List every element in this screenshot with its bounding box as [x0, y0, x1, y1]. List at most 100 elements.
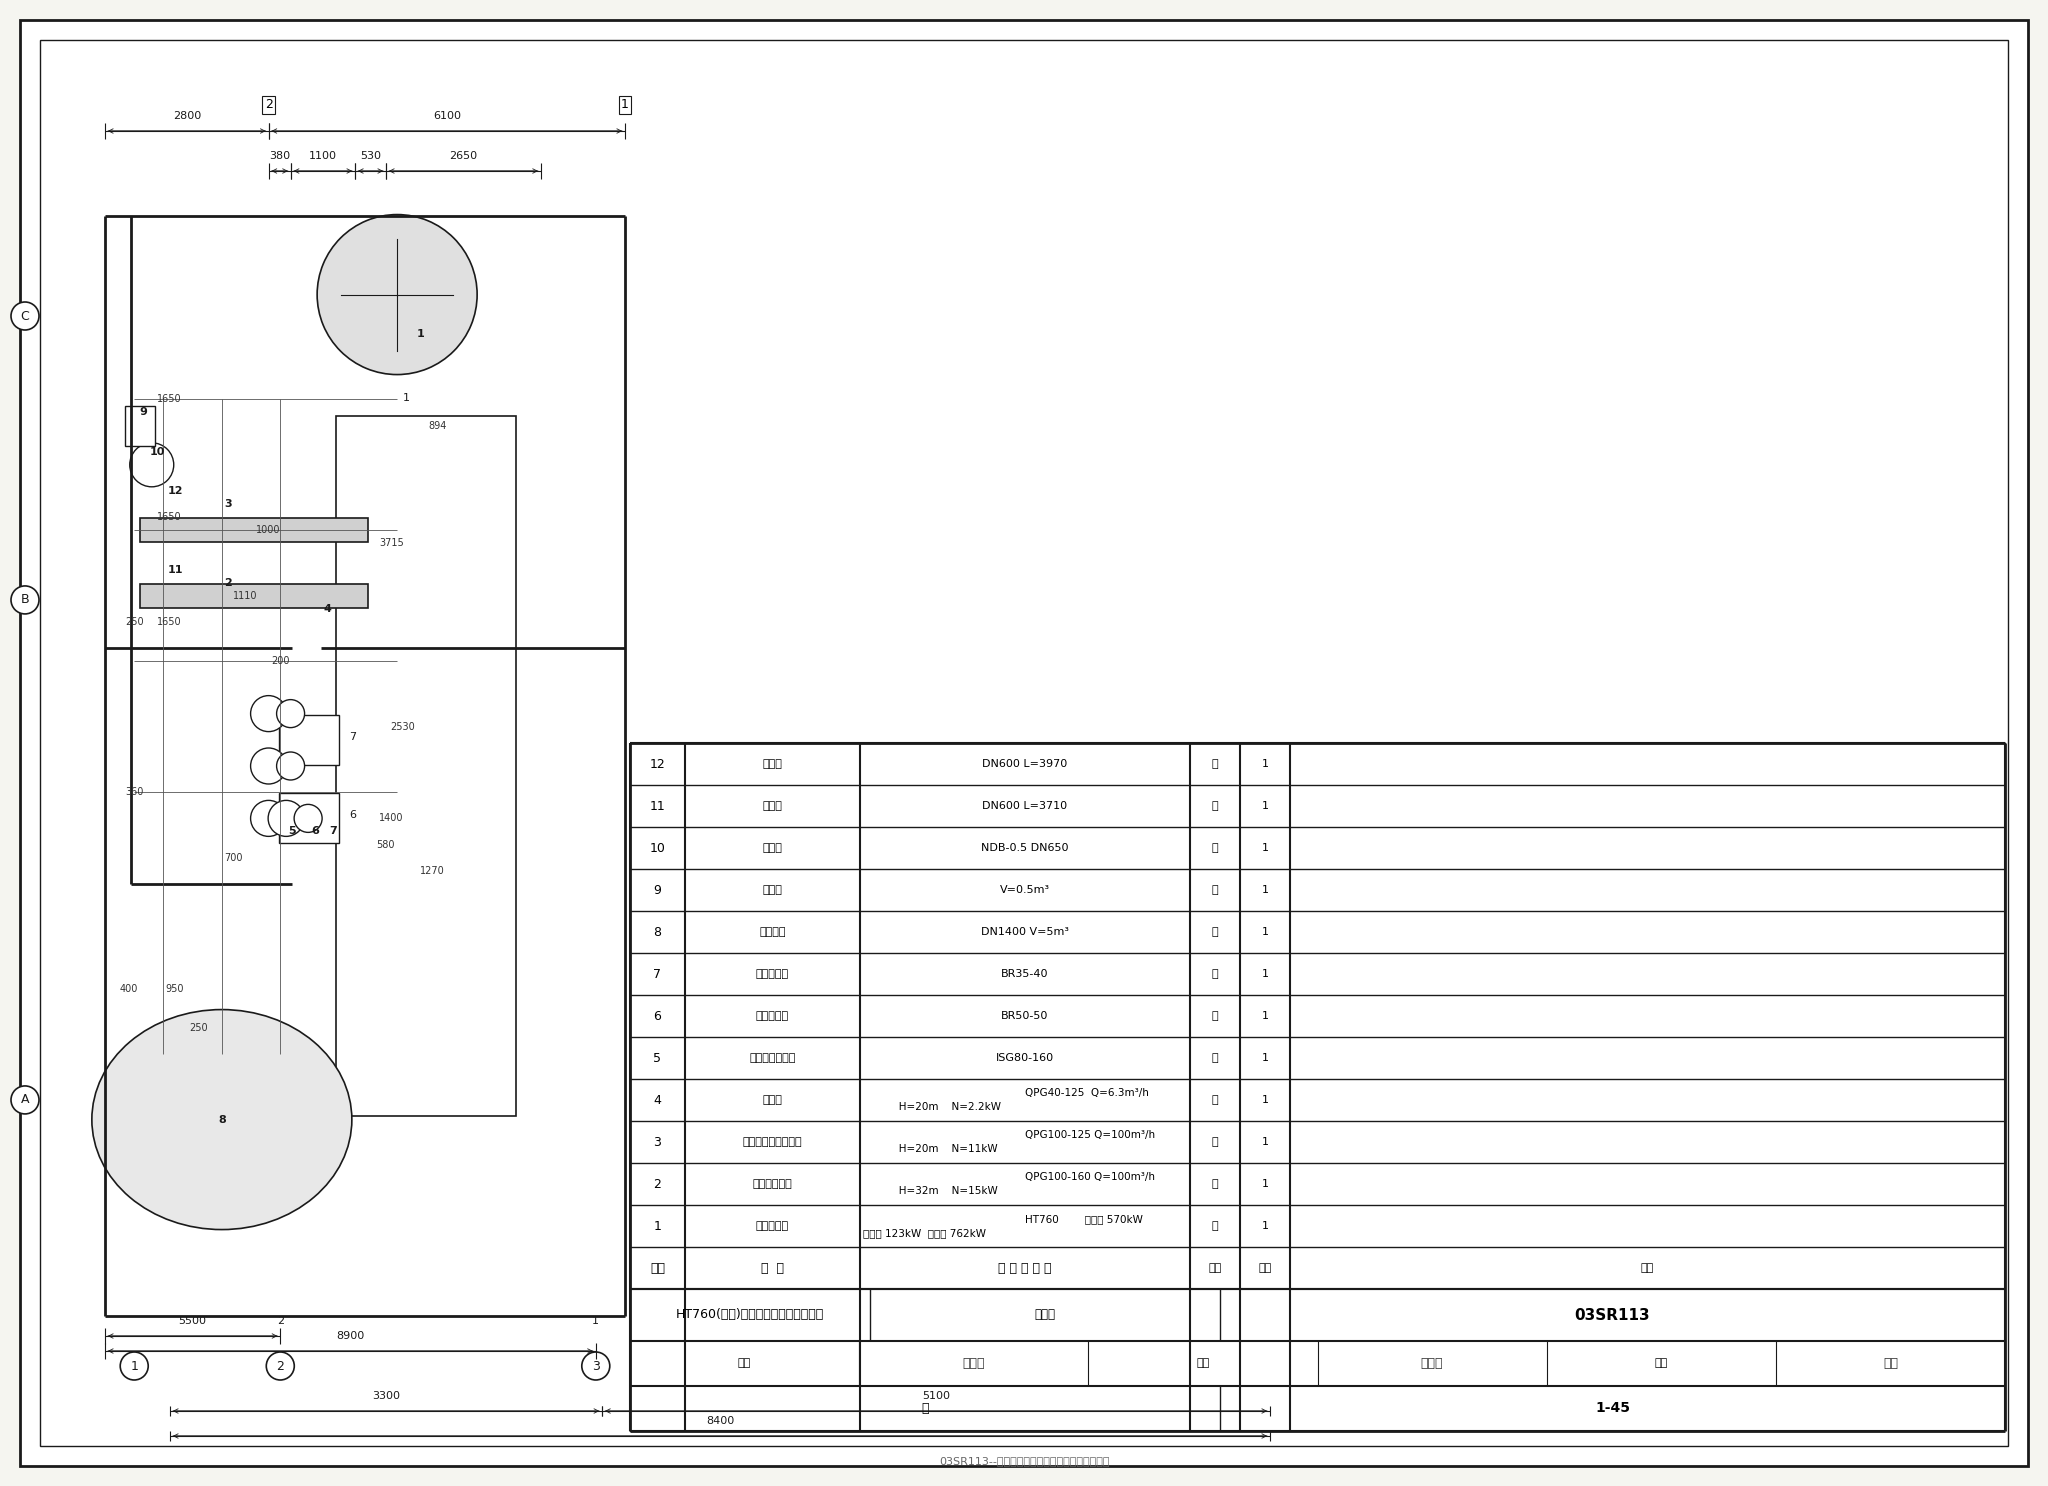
Text: 2650: 2650 [449, 152, 477, 160]
Text: 6: 6 [653, 1009, 662, 1022]
Text: QPG100-160 Q=100m³/h: QPG100-160 Q=100m³/h [1024, 1172, 1155, 1181]
Circle shape [129, 443, 174, 487]
Text: 12: 12 [168, 486, 182, 496]
Text: BR50-50: BR50-50 [1001, 1010, 1049, 1021]
Text: 1: 1 [1262, 886, 1268, 895]
Text: 1: 1 [1262, 1178, 1268, 1189]
Text: A: A [20, 1094, 29, 1107]
Text: 台: 台 [1212, 759, 1219, 768]
Bar [125, 406, 156, 446]
Text: 250: 250 [125, 617, 143, 627]
Text: 台: 台 [1212, 1178, 1219, 1189]
Text: 1: 1 [592, 1317, 600, 1326]
Circle shape [10, 1086, 39, 1114]
Text: 6: 6 [350, 810, 356, 820]
Circle shape [268, 801, 303, 837]
Text: 9: 9 [653, 884, 662, 896]
Bar [279, 715, 340, 765]
Text: 1: 1 [1262, 1095, 1268, 1106]
Text: 530: 530 [360, 152, 381, 160]
Text: 台: 台 [1212, 1054, 1219, 1062]
Text: BR35-40: BR35-40 [1001, 969, 1049, 979]
Text: 1-45: 1-45 [1595, 1401, 1630, 1416]
Text: 生活热水循环泵: 生活热水循环泵 [750, 1054, 797, 1062]
Circle shape [266, 1352, 295, 1380]
Text: 5500: 5500 [178, 1317, 207, 1326]
Circle shape [250, 801, 287, 837]
Text: 250: 250 [188, 1022, 207, 1033]
Text: 9: 9 [139, 407, 147, 418]
Text: 2800: 2800 [172, 111, 201, 120]
Text: 板式换热器: 板式换热器 [756, 969, 788, 979]
Text: 序号: 序号 [649, 1262, 666, 1275]
Text: 700: 700 [225, 853, 244, 863]
Bar [139, 519, 369, 542]
Text: HT760(一台)冷热源设备及管道平面图: HT760(一台)冷热源设备及管道平面图 [676, 1309, 823, 1321]
Text: 10: 10 [150, 447, 166, 456]
Text: 580: 580 [377, 840, 395, 850]
Text: 1650: 1650 [158, 513, 182, 522]
Text: 1: 1 [131, 1360, 137, 1373]
Text: 200: 200 [270, 657, 289, 666]
Text: 11: 11 [168, 565, 182, 575]
Text: 3300: 3300 [373, 1391, 399, 1401]
Wedge shape [317, 214, 477, 374]
Text: 备注: 备注 [1640, 1263, 1655, 1274]
Bar [336, 416, 516, 1116]
Text: 03SR113: 03SR113 [1575, 1308, 1651, 1323]
Text: 12: 12 [649, 758, 666, 771]
Text: 4: 4 [653, 1094, 662, 1107]
Text: V=0.5m³: V=0.5m³ [999, 886, 1051, 895]
Text: 千彩们: 千彩们 [1421, 1357, 1444, 1370]
Text: 2: 2 [223, 578, 231, 587]
Text: 8400: 8400 [707, 1416, 733, 1427]
Text: 台: 台 [1212, 843, 1219, 853]
Text: 图集号: 图集号 [1034, 1309, 1055, 1321]
Text: 2530: 2530 [391, 722, 416, 731]
Text: 1: 1 [1262, 1010, 1268, 1021]
Text: 1: 1 [1262, 969, 1268, 979]
Text: 1000: 1000 [256, 525, 281, 535]
Text: 校对: 校对 [1196, 1358, 1210, 1369]
Text: H=32m    N=15kW: H=32m N=15kW [862, 1186, 997, 1196]
Text: 台: 台 [1212, 1095, 1219, 1106]
Text: 1650: 1650 [158, 617, 182, 627]
Circle shape [276, 700, 305, 728]
Text: 台: 台 [1212, 969, 1219, 979]
Text: 分水器: 分水器 [762, 801, 782, 811]
Circle shape [121, 1352, 147, 1380]
Text: H=20m    N=2.2kW: H=20m N=2.2kW [862, 1103, 1001, 1112]
Text: ISG80-160: ISG80-160 [995, 1054, 1055, 1062]
Text: 5: 5 [653, 1052, 662, 1064]
Text: 集水器: 集水器 [762, 759, 782, 768]
Text: 贡清: 贡清 [1882, 1357, 1898, 1370]
Text: 894: 894 [428, 421, 446, 431]
Text: 2: 2 [276, 1317, 285, 1326]
Text: 5100: 5100 [922, 1391, 950, 1401]
Text: DN1400 V=5m³: DN1400 V=5m³ [981, 927, 1069, 938]
Text: 8: 8 [217, 1114, 225, 1125]
Text: 950: 950 [166, 984, 184, 994]
Text: 1: 1 [1262, 801, 1268, 811]
Text: 补水泵: 补水泵 [762, 1095, 782, 1106]
Text: 补水算: 补水算 [762, 886, 782, 895]
Text: DN600 L=3970: DN600 L=3970 [983, 759, 1067, 768]
Text: 名  称: 名 称 [762, 1262, 784, 1275]
Text: 5: 5 [289, 826, 295, 837]
Text: 1: 1 [1262, 927, 1268, 938]
Text: 电功率 123kW  制热量 762kW: 电功率 123kW 制热量 762kW [862, 1227, 985, 1238]
Text: 页: 页 [922, 1401, 928, 1415]
Text: 数量: 数量 [1257, 1263, 1272, 1274]
Text: 1: 1 [1262, 759, 1268, 768]
Text: 6: 6 [311, 826, 319, 837]
Circle shape [10, 585, 39, 614]
Text: 4: 4 [324, 603, 332, 614]
Text: 380: 380 [268, 152, 291, 160]
Text: 6100: 6100 [432, 111, 461, 120]
Text: 台: 台 [1212, 1010, 1219, 1021]
Text: 台: 台 [1212, 1221, 1219, 1230]
Text: H=20m    N=11kW: H=20m N=11kW [862, 1144, 997, 1155]
Text: 1650: 1650 [158, 394, 182, 404]
Text: DN600 L=3710: DN600 L=3710 [983, 801, 1067, 811]
Text: B: B [20, 593, 29, 606]
